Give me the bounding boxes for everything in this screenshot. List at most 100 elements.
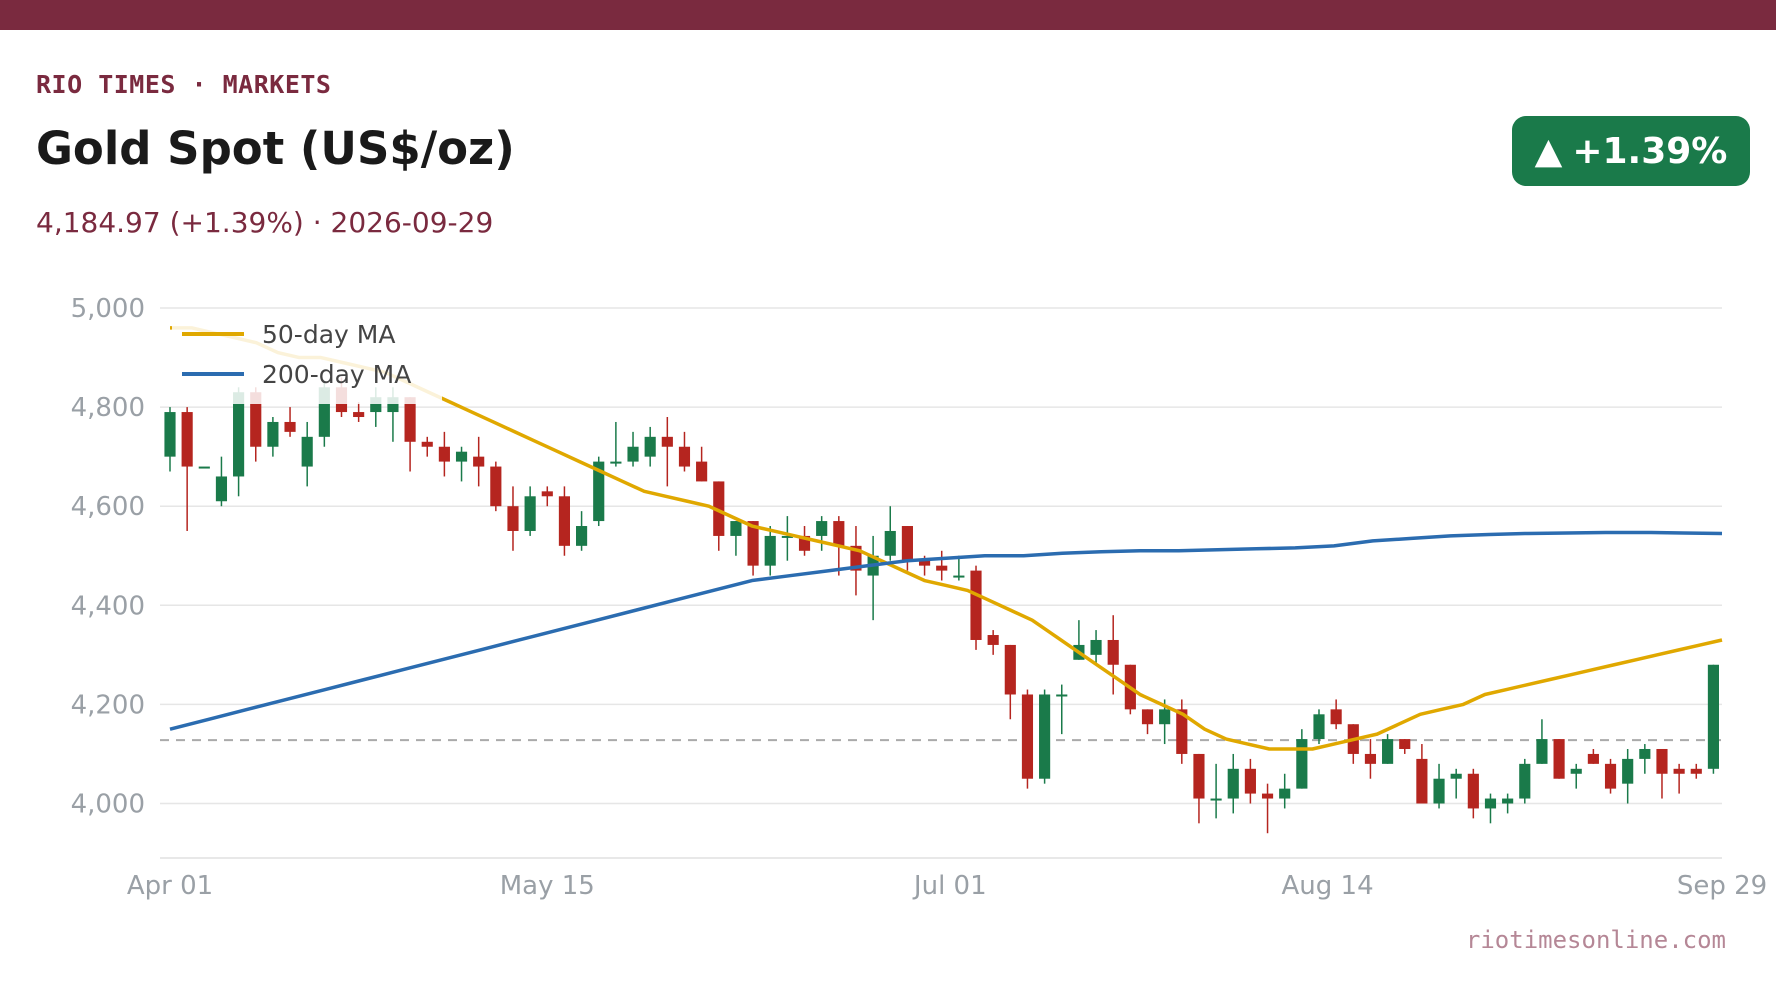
top-accent-bar (0, 0, 1776, 30)
candle-body (1536, 739, 1548, 764)
candle-body (1210, 798, 1222, 801)
y-tick-label: 4,000 (71, 789, 145, 819)
candle-body (421, 441, 433, 447)
candle-body (1364, 753, 1377, 764)
source-watermark: riotimesonline.com (1465, 926, 1726, 954)
candle-body (267, 421, 279, 447)
chart-title: Gold Spot (US$/oz) (36, 122, 515, 175)
candle-body (747, 521, 759, 566)
candle-body (696, 461, 708, 482)
y-tick-label: 5,000 (71, 294, 145, 324)
candle-body (1399, 739, 1411, 749)
candle-body (181, 412, 193, 467)
candles (164, 377, 1719, 834)
candle-body (455, 451, 468, 462)
candle-body (1707, 664, 1719, 769)
price-subtitle: 4,184.97 (+1.39%) · 2026-09-29 (36, 206, 494, 239)
y-tick-label: 4,800 (71, 393, 145, 423)
candle-body (1690, 768, 1702, 774)
candle-body (816, 521, 828, 536)
x-tick-label: Aug 14 (1282, 871, 1374, 901)
candle-body (318, 387, 330, 437)
candle-body (524, 496, 536, 531)
candle-body (1467, 773, 1479, 809)
candle-body (370, 397, 382, 413)
brand-label: RIO TIMES · MARKETS (36, 70, 332, 99)
candle-body (250, 392, 262, 447)
x-tick-label: Apr 01 (127, 871, 213, 901)
candle-body (1587, 753, 1599, 764)
candle-body (661, 436, 673, 447)
candle-body (1484, 798, 1497, 809)
x-tick-label: Jul 01 (912, 871, 987, 901)
candle-body (1261, 793, 1274, 799)
candle-body (473, 456, 485, 467)
candle-body (1416, 758, 1428, 804)
candle-body (1450, 773, 1462, 779)
candle-body (1039, 694, 1051, 779)
x-tick-label: May 15 (500, 871, 595, 901)
candle-body (490, 466, 502, 507)
candle-body (387, 397, 399, 413)
candle-body (558, 496, 571, 546)
candle-body (507, 506, 519, 531)
candle-body (936, 565, 948, 571)
candle-body (1656, 748, 1668, 774)
legend: 50-day MA 200-day MA (172, 312, 442, 404)
candle-body (541, 491, 553, 497)
candle-body (1570, 768, 1582, 774)
candle-body (918, 560, 931, 566)
candle-body (1382, 739, 1394, 764)
candle-body (1176, 709, 1188, 754)
candle-body (1330, 709, 1342, 725)
candle-body (1673, 768, 1685, 774)
candle-body (1622, 758, 1634, 784)
candle-body (713, 481, 725, 536)
candle-body (884, 530, 896, 556)
candle-body (833, 521, 845, 546)
candle-body (1090, 639, 1102, 655)
candle-body (1056, 694, 1068, 697)
ma200-line (169, 530, 1723, 731)
candle-body (593, 461, 605, 522)
candle-body (610, 461, 622, 464)
candle-body (1433, 778, 1445, 804)
change-badge: ▲ +1.39% (1512, 116, 1750, 186)
y-tick-label: 4,600 (71, 492, 145, 522)
candle-body (576, 526, 588, 546)
candle-body (1159, 709, 1171, 725)
y-tick-label: 4,400 (71, 591, 145, 621)
candle-body (301, 436, 313, 467)
candle-body (198, 466, 210, 469)
y-tick-label: 4,200 (71, 690, 145, 720)
candle-body (1004, 644, 1016, 695)
candle-body (284, 421, 296, 432)
candle-body (627, 446, 639, 462)
candle-body (1296, 739, 1308, 789)
candle-body (1227, 768, 1239, 799)
candle-body (781, 535, 793, 538)
candle-body (1604, 763, 1617, 789)
legend-label-ma50: 50-day MA (262, 320, 395, 349)
candle-body (798, 535, 811, 551)
candle-body (901, 526, 913, 561)
candle-body (404, 397, 416, 442)
candle-body (233, 392, 245, 477)
candle-body (850, 545, 862, 571)
x-tick-label: Sep 29 (1677, 871, 1767, 901)
candle-body (1107, 639, 1119, 665)
candle-body (1279, 788, 1291, 799)
candle-body (1313, 714, 1325, 740)
legend-label-ma200: 200-day MA (262, 360, 411, 389)
up-arrow-icon: ▲ (1534, 130, 1563, 172)
candle-body (353, 412, 365, 418)
legend-background (172, 312, 442, 404)
candle-body (1519, 763, 1531, 799)
candle-body (1639, 748, 1651, 759)
candle-body (215, 476, 228, 502)
candle-body (1502, 798, 1514, 804)
candle-body (1553, 739, 1565, 779)
candle-body (730, 521, 742, 536)
candle-body (987, 635, 999, 645)
